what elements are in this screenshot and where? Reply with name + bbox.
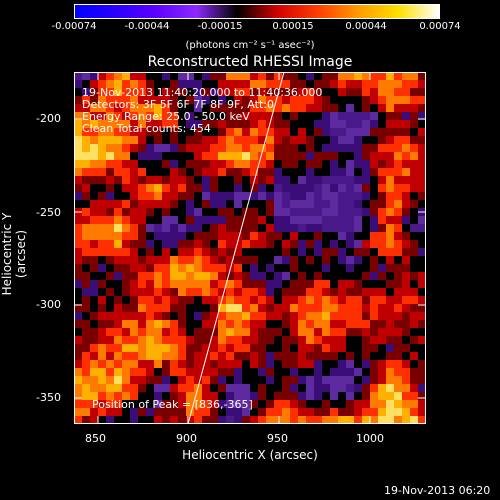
colorbar-tick: 0.00074 xyxy=(419,21,461,32)
energy-range: Energy Range: 25.0 - 50.0 keV xyxy=(82,110,250,123)
colorbar xyxy=(74,4,440,19)
x-axis-label: Heliocentric X (arcsec) xyxy=(182,448,318,462)
solar-limb-line xyxy=(187,71,285,425)
footer-timestamp: 19-Nov-2013 06:20 xyxy=(384,484,491,497)
x-tick-label: 950 xyxy=(267,432,288,445)
colorbar-units: (photons cm⁻² s⁻¹ asec⁻²) xyxy=(185,40,315,51)
y-tick-label: -350 xyxy=(36,391,61,404)
y-axis-label: Heliocentric Y (arcsec) xyxy=(0,212,28,296)
x-tick-label: 900 xyxy=(176,432,197,445)
y-tick-label: -300 xyxy=(36,298,61,311)
plot-title: Reconstructed RHESSI Image xyxy=(147,54,353,70)
y-tick-label: -200 xyxy=(36,112,61,125)
peak-position: Position of Peak = [836,-365] xyxy=(92,398,253,411)
x-tick-label: 1000 xyxy=(356,432,384,445)
detectors: Detectors: 3F 5F 6F 7F 8F 9F, Att:0 xyxy=(82,98,274,111)
plot-border xyxy=(74,72,426,424)
time-range: 19-Nov-2013 11:40:20.000 to 11:40:36.000 xyxy=(82,86,323,99)
colorbar-tick: -0.00044 xyxy=(124,21,170,32)
x-tick-label: 850 xyxy=(85,432,106,445)
rhessi-image xyxy=(74,71,427,425)
clean-counts: Clean Total counts: 454 xyxy=(82,122,211,135)
colorbar-tick: 0.00015 xyxy=(272,21,314,32)
image-plot: 19-Nov-2013 11:40:20.000 to 11:40:36.000… xyxy=(74,71,427,425)
y-tick-label: -250 xyxy=(36,206,61,219)
axis-ticks xyxy=(74,72,426,424)
colorbar-tick: 0.00044 xyxy=(345,21,387,32)
colorbar-tick: -0.00074 xyxy=(51,21,97,32)
colorbar-tick: -0.00015 xyxy=(197,21,243,32)
